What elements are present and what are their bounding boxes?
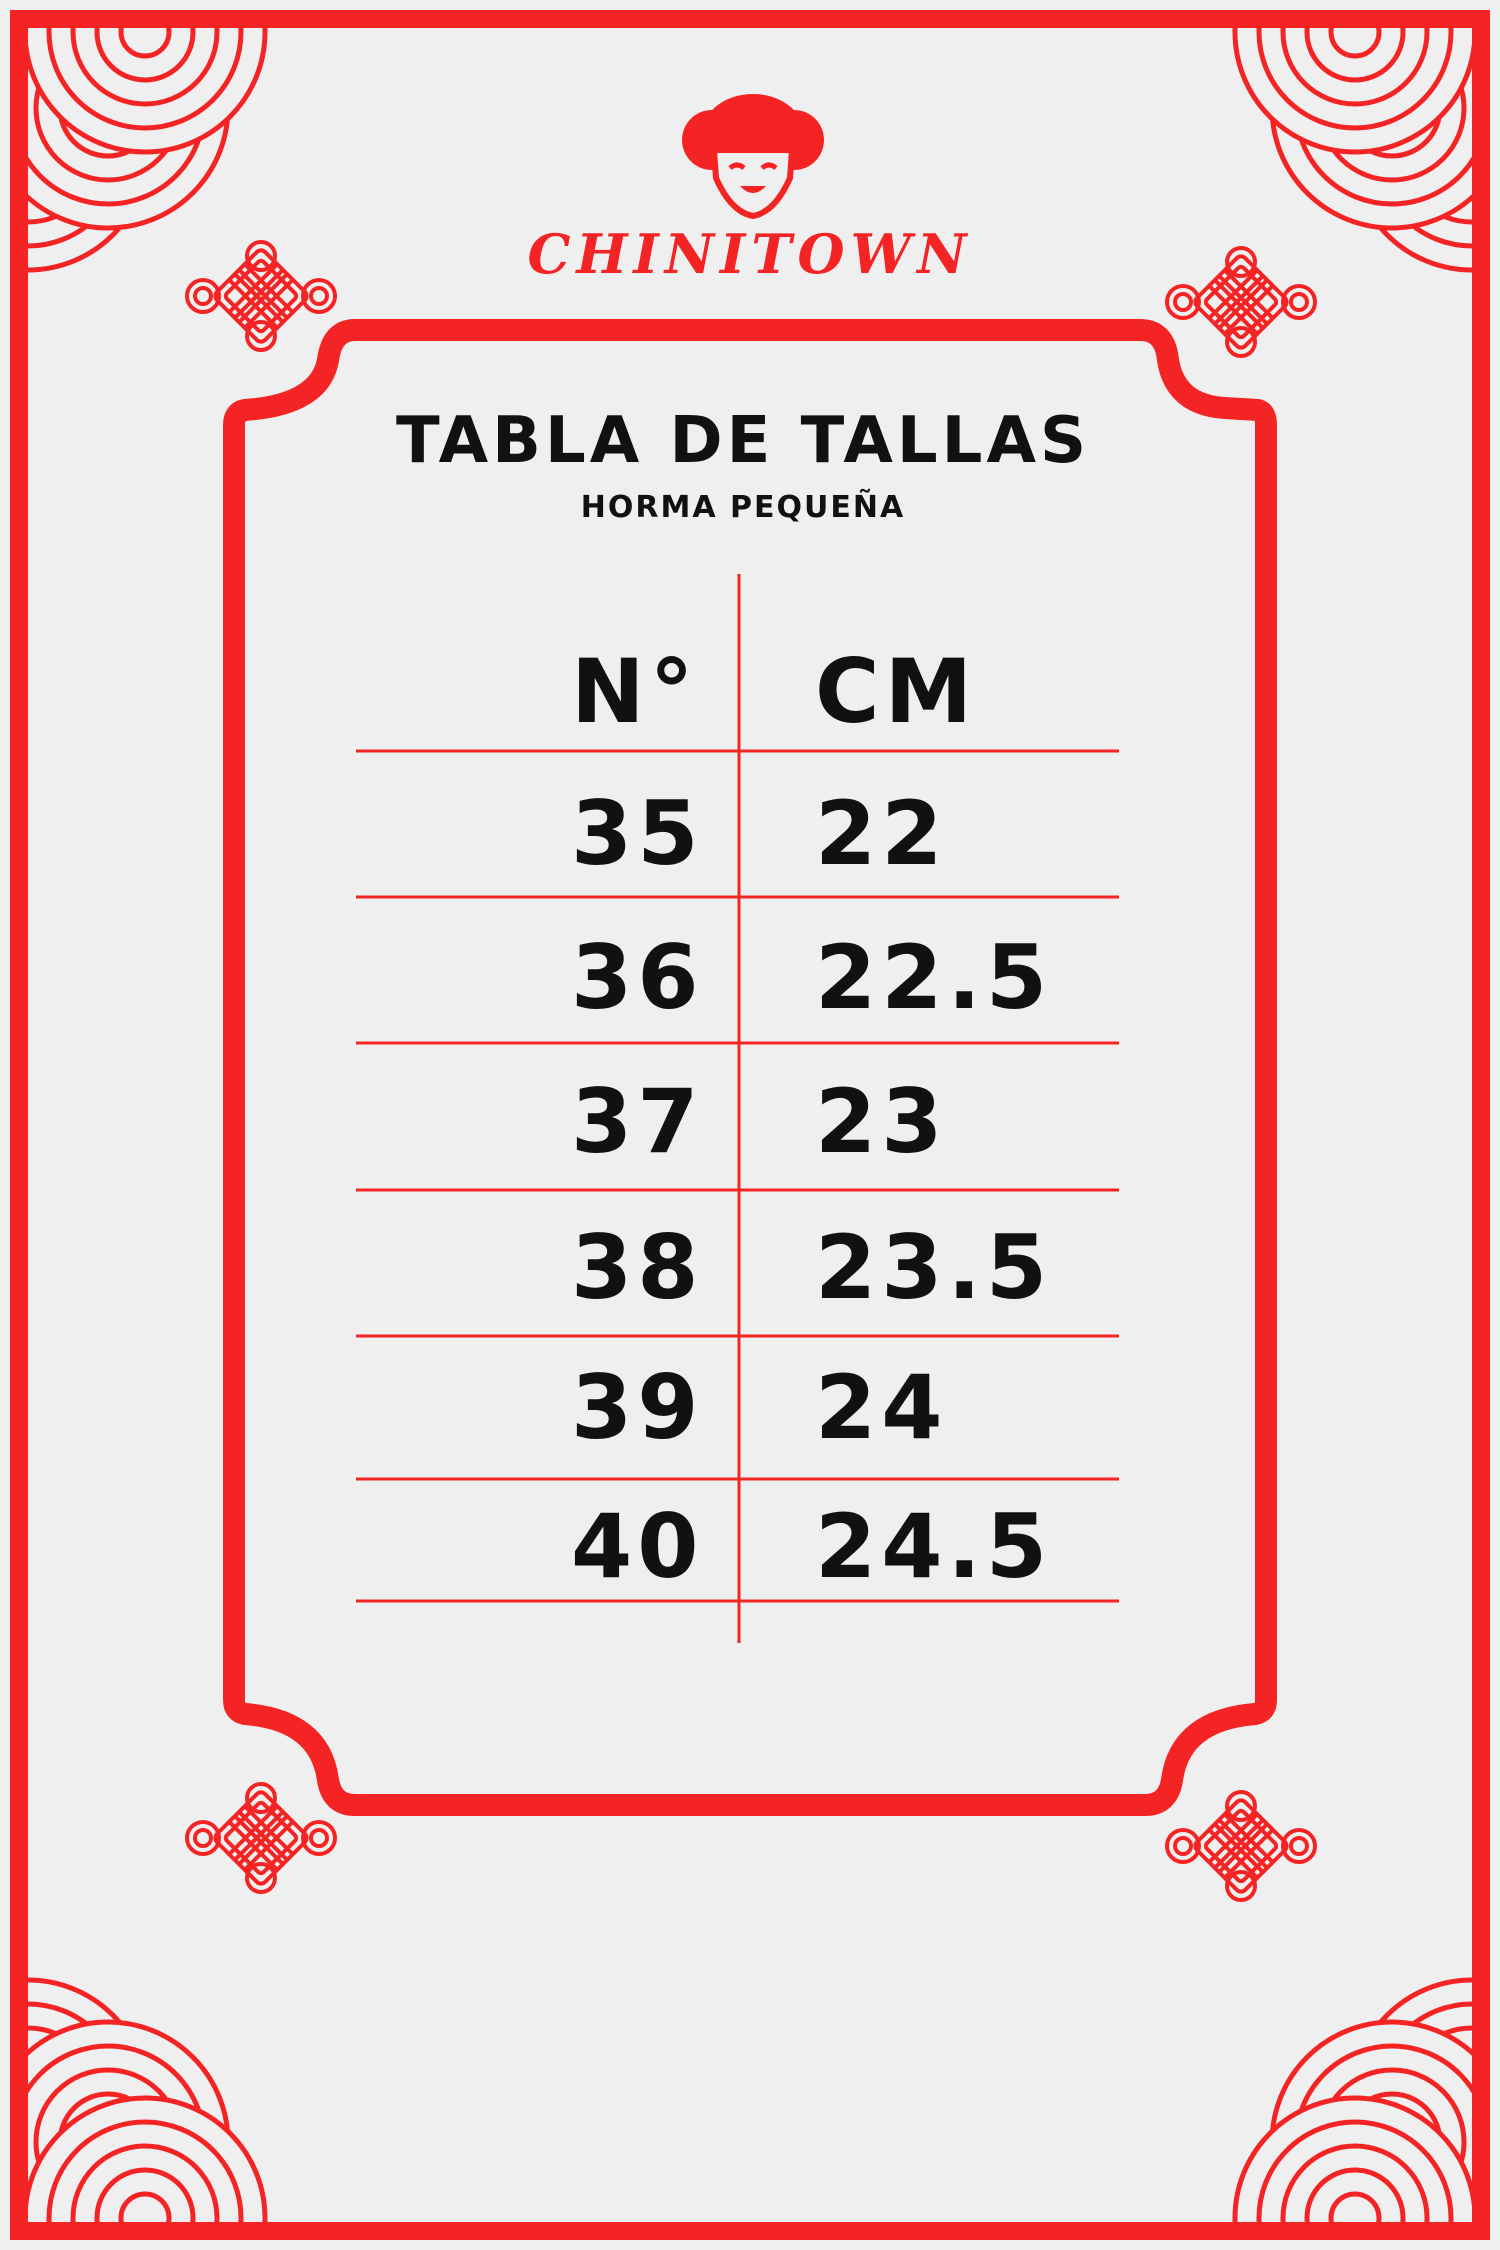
- knot-icon: [185, 1782, 337, 1894]
- table-cell-size: 38: [571, 1216, 704, 1319]
- page-subtitle: HORMA PEQUEÑA: [580, 490, 906, 525]
- table-cell-size: 37: [571, 1070, 704, 1173]
- table-cell-cm: 24: [815, 1356, 948, 1459]
- page-title: TABLA DE TALLAS: [395, 404, 1091, 478]
- table-cell-size: 36: [571, 926, 704, 1029]
- brand-wordmark: CHINITOWN: [527, 222, 973, 286]
- corner-wave-bottom-right: [1235, 1980, 1500, 2250]
- table-cell-cm: 22: [815, 782, 948, 885]
- table-cell-cm: 24.5: [815, 1495, 1053, 1598]
- table-cell-cm: 23.5: [815, 1216, 1053, 1319]
- inner-frame: [223, 319, 1277, 1816]
- column-header-size: N°: [571, 640, 699, 743]
- table-cell-cm: 22.5: [815, 926, 1053, 1029]
- corner-wave-bottom-left: [0, 1980, 265, 2250]
- table-cell-size: 39: [571, 1356, 704, 1459]
- smiling-girl-face-icon: [682, 94, 824, 220]
- column-header-cm: CM: [815, 640, 978, 743]
- table-cell-size: 35: [571, 782, 704, 885]
- knot-icon: [1165, 1790, 1317, 1902]
- table-cell-size: 40: [571, 1495, 704, 1598]
- table-cell-cm: 23: [815, 1070, 948, 1173]
